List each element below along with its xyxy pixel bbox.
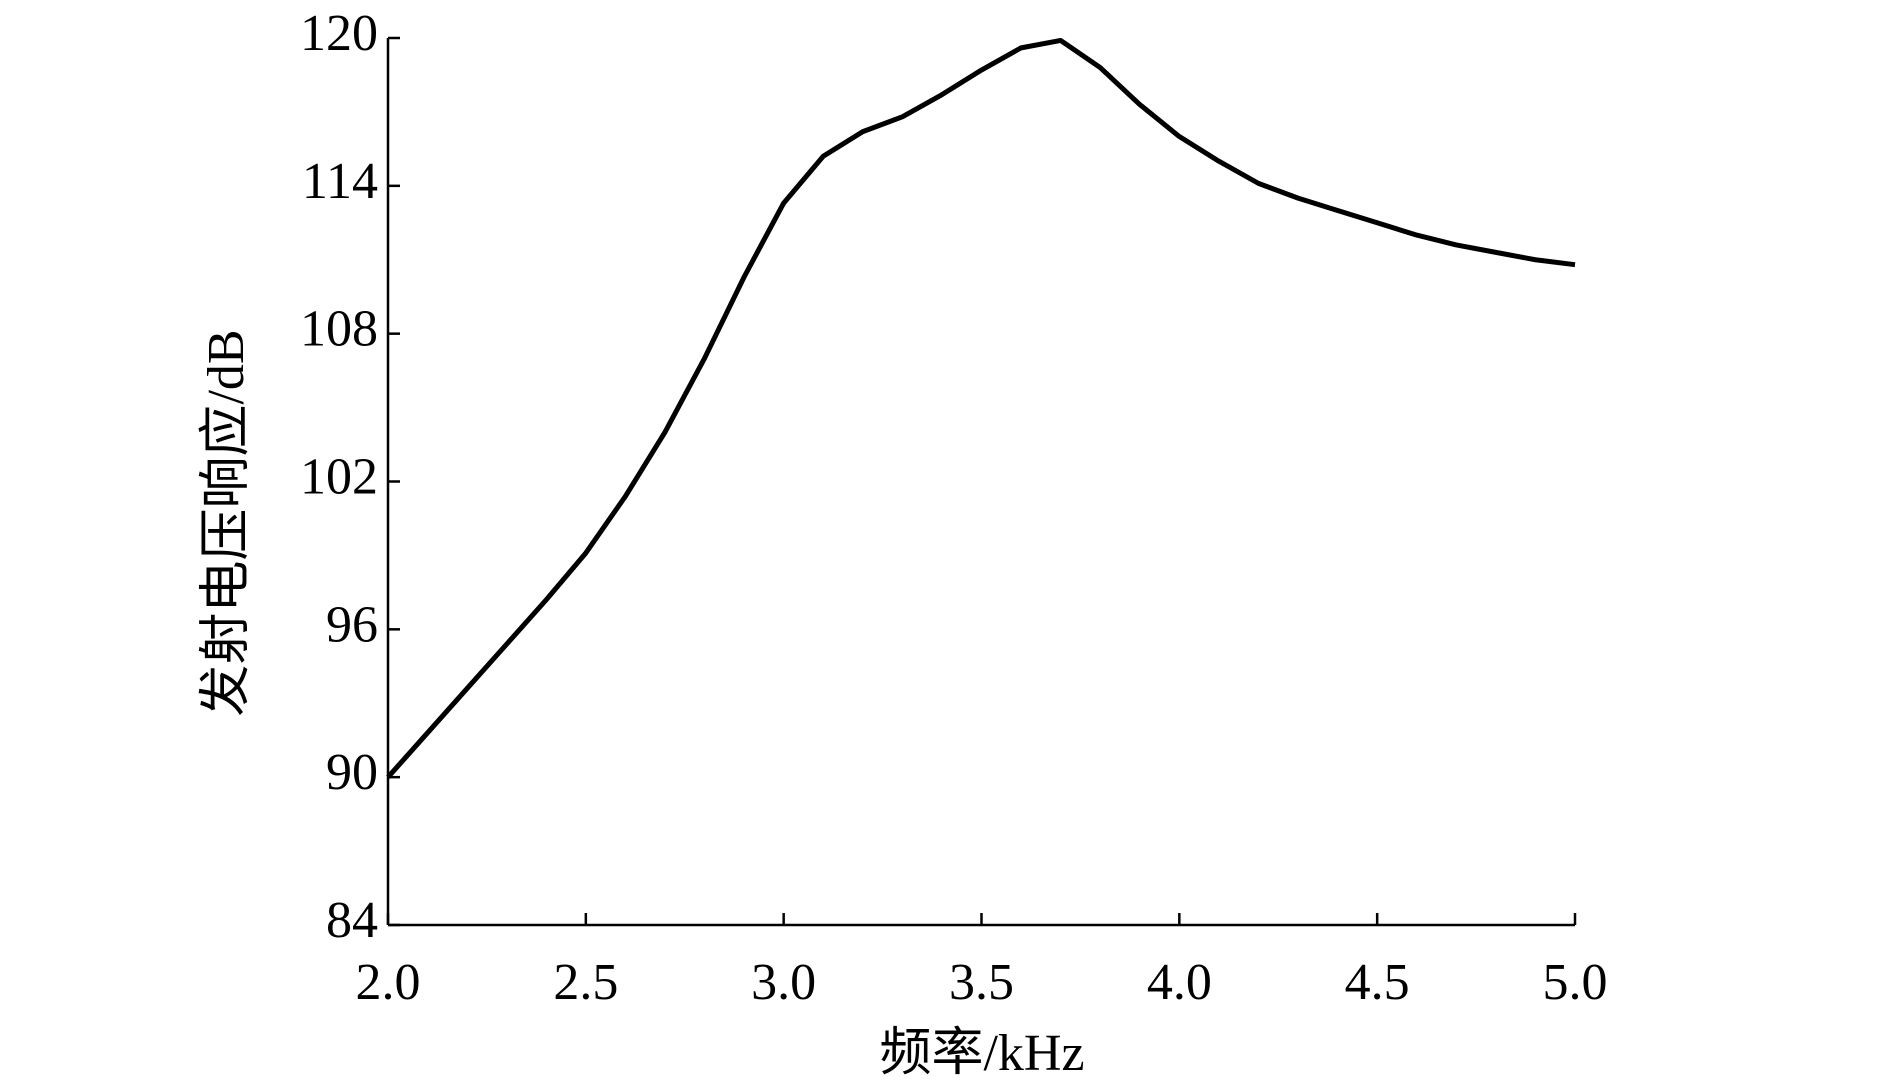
- data-line: [386, 37, 1576, 779]
- y-tick-label: 120: [300, 5, 378, 62]
- y-axis-label: 发射电压响应/dB: [198, 329, 255, 716]
- x-axis-label: 频率/kHz: [879, 1025, 1084, 1082]
- x-tick-label: 4.0: [1147, 954, 1212, 1011]
- x-tick-label: 2.5: [553, 954, 618, 1011]
- y-tick-label: 96: [326, 596, 378, 653]
- x-tick-label: 2.0: [356, 954, 421, 1011]
- x-tick-label: 5.0: [1543, 954, 1608, 1011]
- y-tick-label: 90: [326, 744, 378, 801]
- x-tick-label: 4.5: [1345, 954, 1410, 1011]
- y-tick-label: 84: [326, 892, 378, 949]
- y-tick-label: 114: [302, 153, 378, 210]
- y-tick-label: 102: [300, 448, 378, 505]
- y-tick-label: 108: [300, 301, 378, 358]
- x-tick-label: 3.5: [949, 954, 1014, 1011]
- x-tick-label: 3.0: [751, 954, 816, 1011]
